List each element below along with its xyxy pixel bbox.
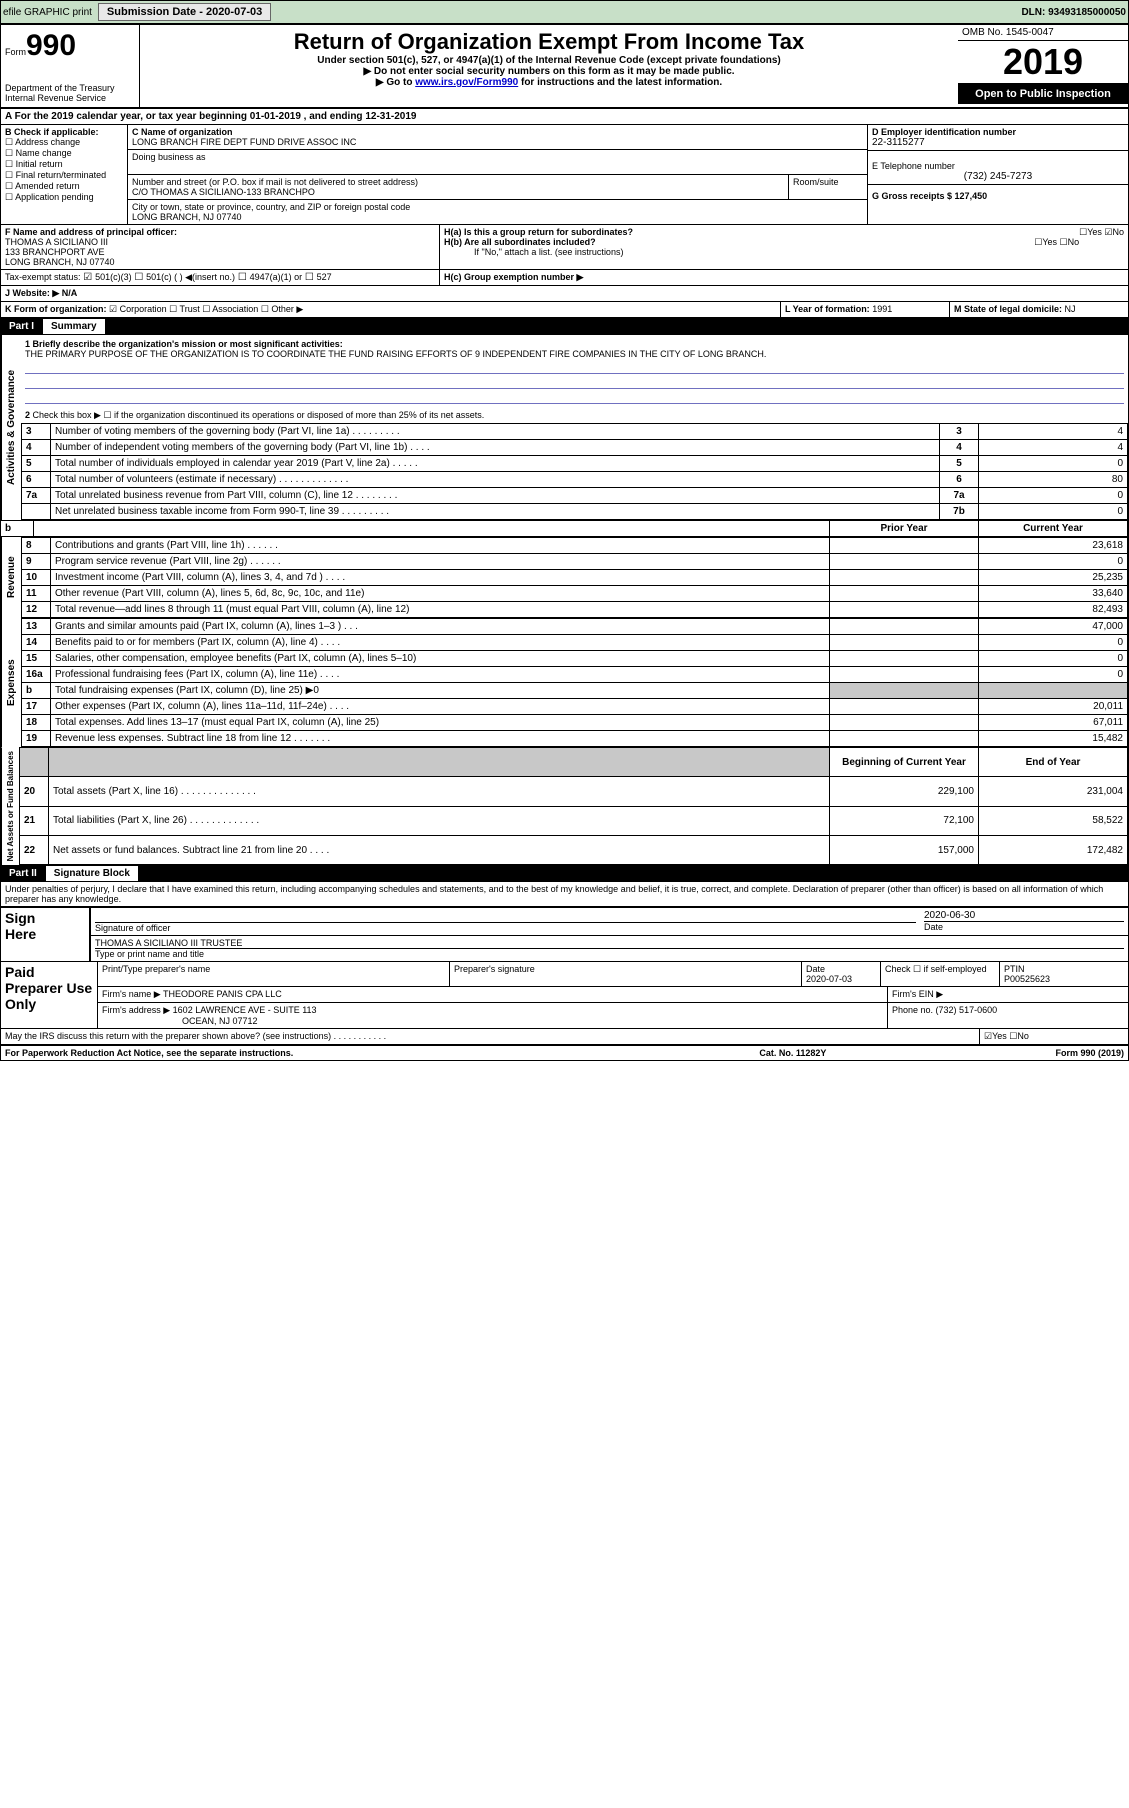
dba: Doing business as <box>132 152 863 162</box>
tax-year: 2019 <box>958 41 1128 84</box>
subtitle-3: ▶ Go to www.irs.gov/Form990 for instruct… <box>144 77 954 88</box>
subtitle-2: ▶ Do not enter social security numbers o… <box>144 66 954 77</box>
revenue-label: Revenue <box>1 537 21 618</box>
netassets-label: Net Assets or Fund Balances <box>1 747 19 865</box>
revenue-table: 8Contributions and grants (Part VIII, li… <box>21 537 1128 618</box>
footer: For Paperwork Reduction Act Notice, see … <box>1 1045 1128 1060</box>
section-f: F Name and address of principal officer:… <box>1 225 440 269</box>
irs-link[interactable]: www.irs.gov/Form990 <box>415 77 518 88</box>
paid-preparer: Paid Preparer Use Only Print/Type prepar… <box>1 962 1128 1029</box>
dept-treasury: Department of the Treasury Internal Reve… <box>5 83 135 103</box>
section-i: Tax-exempt status: ☑ 501(c)(3) ☐ 501(c) … <box>1 270 440 285</box>
omb-number: OMB No. 1545-0047 <box>958 25 1128 41</box>
section-h: H(a) Is this a group return for subordin… <box>440 225 1128 269</box>
efile-label: efile GRAPHIC print <box>3 7 92 18</box>
submission-date-btn[interactable]: Submission Date - 2020-07-03 <box>98 3 271 21</box>
sign-here: Sign Here Signature of officer 2020-06-3… <box>1 906 1128 962</box>
governance-label: Activities & Governance <box>1 335 21 520</box>
ein: D Employer identification number22-31152… <box>868 125 1128 151</box>
room-suite: Room/suite <box>788 175 867 199</box>
form-title: Return of Organization Exempt From Incom… <box>144 29 954 55</box>
section-b: B Check if applicable: ☐ Address change … <box>1 125 128 224</box>
gross-receipts: G Gross receipts $ 127,450 <box>868 185 1128 207</box>
dln: DLN: 93493185000050 <box>1021 7 1126 18</box>
expenses-label: Expenses <box>1 618 21 747</box>
part-2-bar: Part IISignature Block <box>1 865 1128 882</box>
section-l: L Year of formation: 1991 <box>781 302 950 317</box>
street-address: C/O THOMAS A SICILIANO-133 BRANCHPO <box>132 187 784 197</box>
section-k: K Form of organization: ☑ Corporation ☐ … <box>1 302 781 317</box>
form-number: 990 <box>26 29 76 62</box>
discuss-row: May the IRS discuss this return with the… <box>1 1029 1128 1045</box>
mission: 1 Briefly describe the organization's mi… <box>21 335 1128 408</box>
subtitle-1: Under section 501(c), 527, or 4947(a)(1)… <box>144 55 954 66</box>
org-name: C Name of organization LONG BRANCH FIRE … <box>128 125 867 150</box>
netassets-table: Beginning of Current YearEnd of Year 20T… <box>19 747 1128 865</box>
expenses-table: 13Grants and similar amounts paid (Part … <box>21 618 1128 747</box>
part-1-bar: Part ISummary <box>1 318 1128 335</box>
form-990: Form990 Department of the Treasury Inter… <box>0 24 1129 1061</box>
section-j: J Website: ▶ N/A <box>1 286 1128 301</box>
governance-table: 3Number of voting members of the governi… <box>21 423 1128 520</box>
section-m: M State of legal domicile: NJ <box>950 302 1128 317</box>
city-state-zip: LONG BRANCH, NJ 07740 <box>132 212 863 222</box>
line-a: A For the 2019 calendar year, or tax yea… <box>1 109 1128 125</box>
section-hc: H(c) Group exemption number ▶ <box>440 270 1128 285</box>
top-bar: efile GRAPHIC print Submission Date - 20… <box>0 0 1129 24</box>
open-inspection: Open to Public Inspection <box>958 84 1128 104</box>
phone: E Telephone number(732) 245-7273 <box>868 151 1128 185</box>
penalties-text: Under penalties of perjury, I declare th… <box>1 882 1128 906</box>
revexp-header: bPrior YearCurrent Year <box>1 520 1128 537</box>
form-header: Form990 Department of the Treasury Inter… <box>1 25 1128 109</box>
form-prefix: Form <box>5 47 26 57</box>
